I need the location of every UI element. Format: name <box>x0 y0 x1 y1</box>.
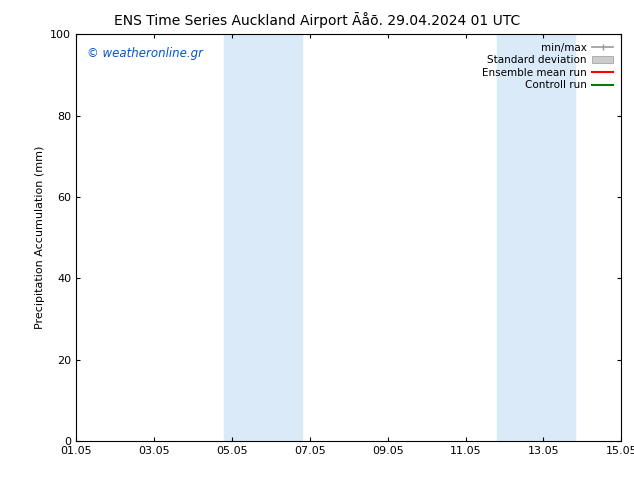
Text: Āåō. 29.04.2024 01 UTC: Āåō. 29.04.2024 01 UTC <box>352 14 520 28</box>
Text: © weatheronline.gr: © weatheronline.gr <box>87 47 203 59</box>
Y-axis label: Precipitation Accumulation (mm): Precipitation Accumulation (mm) <box>35 146 44 329</box>
Bar <box>496 34 574 441</box>
Legend: min/max, Standard deviation, Ensemble mean run, Controll run: min/max, Standard deviation, Ensemble me… <box>479 40 616 94</box>
Text: ENS Time Series Auckland Airport: ENS Time Series Auckland Airport <box>114 14 348 28</box>
Bar <box>224 34 302 441</box>
